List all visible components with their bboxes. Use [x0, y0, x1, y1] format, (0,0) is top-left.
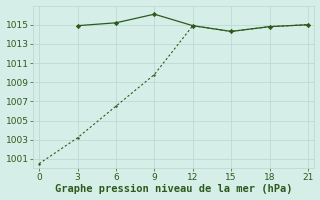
X-axis label: Graphe pression niveau de la mer (hPa): Graphe pression niveau de la mer (hPa): [55, 184, 292, 194]
